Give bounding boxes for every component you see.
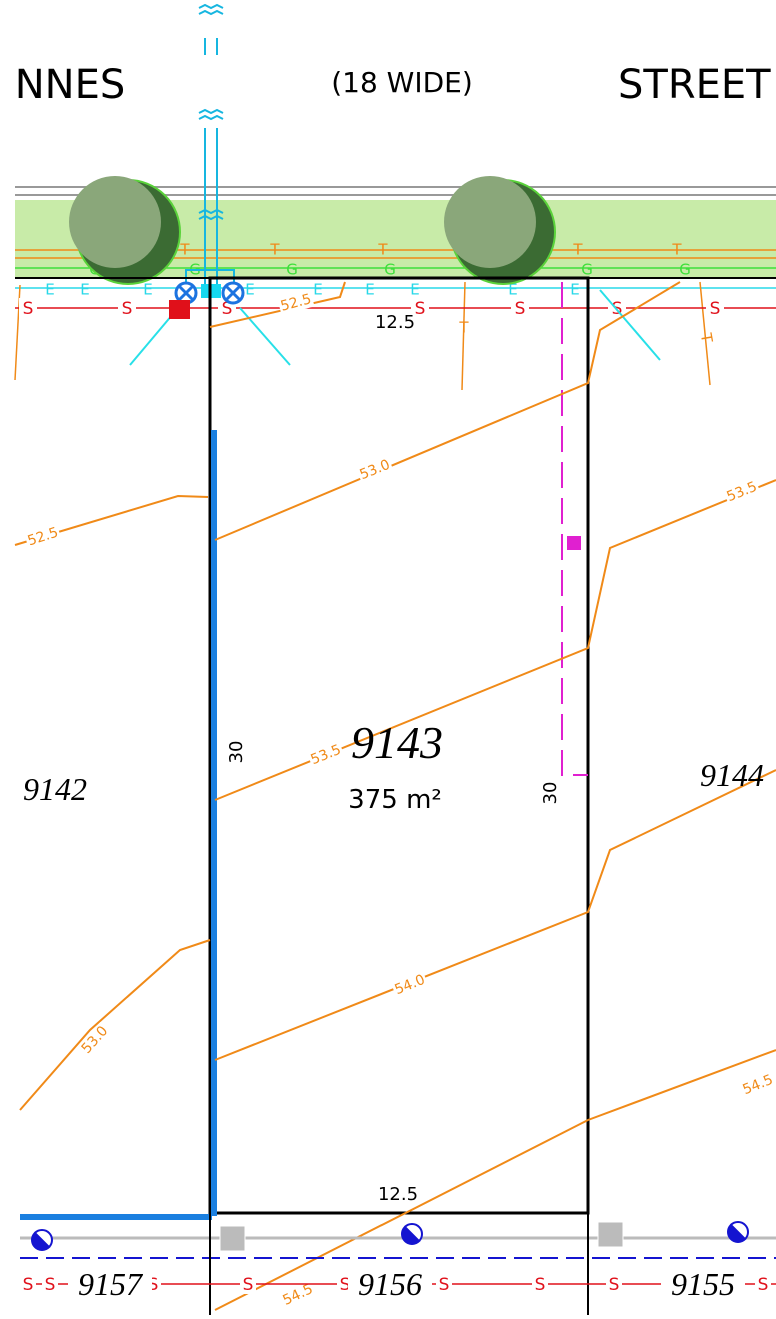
neighbour-lot: 9144 (700, 757, 764, 793)
service-code: S (23, 1275, 34, 1295)
service-code: S (515, 299, 526, 319)
service-code: T (179, 241, 190, 259)
neighbour-lot: 9157 (78, 1266, 144, 1302)
service-code: E (410, 281, 419, 299)
lot-number: 9143 (351, 717, 443, 768)
service-code: E (45, 281, 54, 299)
service-code: E (313, 281, 322, 299)
service-code: T (377, 241, 388, 259)
street-name: NNES (15, 62, 126, 108)
service-code: S (535, 1275, 546, 1295)
service-code: G (286, 261, 298, 279)
service-code: S (243, 1275, 254, 1295)
service-code: G (679, 261, 691, 279)
service-code: S (23, 299, 34, 319)
service-code: E (365, 281, 374, 299)
dimension: 30 (226, 741, 247, 764)
service-code: T (458, 319, 469, 337)
sewer-connection (169, 300, 190, 319)
neighbour-lot: 9142 (23, 771, 87, 807)
neighbour-lot: 9155 (671, 1266, 735, 1302)
service-code: S (415, 299, 426, 319)
street-name: STREET (618, 62, 771, 108)
service-code: S (710, 299, 721, 319)
street-width: (18 WIDE) (331, 66, 473, 99)
service-code: S (439, 1275, 450, 1295)
service-code: S (45, 1275, 56, 1295)
service-code: T (572, 241, 583, 259)
service-code: S (609, 1275, 620, 1295)
site-plan: NNES (18 WIDE) STREET TTTTTTGGGGGGGEEEEE… (0, 0, 776, 1319)
dimension: 30 (540, 782, 561, 805)
pit (567, 536, 581, 550)
service-code: E (143, 281, 152, 299)
service-code: T (269, 241, 280, 259)
dimension: 12.5 (378, 1184, 418, 1205)
service-code: G (581, 261, 593, 279)
service-code: E (245, 281, 254, 299)
service-code: G (384, 261, 396, 279)
lot-area: 375 m² (348, 785, 442, 815)
service-code: E (570, 281, 579, 299)
service-code: T (671, 241, 682, 259)
neighbour-lot: 9156 (358, 1266, 422, 1302)
service-code: S (122, 299, 133, 319)
dimension: 12.5 (375, 312, 415, 333)
service-code: S (758, 1275, 769, 1295)
service-code: E (80, 281, 89, 299)
